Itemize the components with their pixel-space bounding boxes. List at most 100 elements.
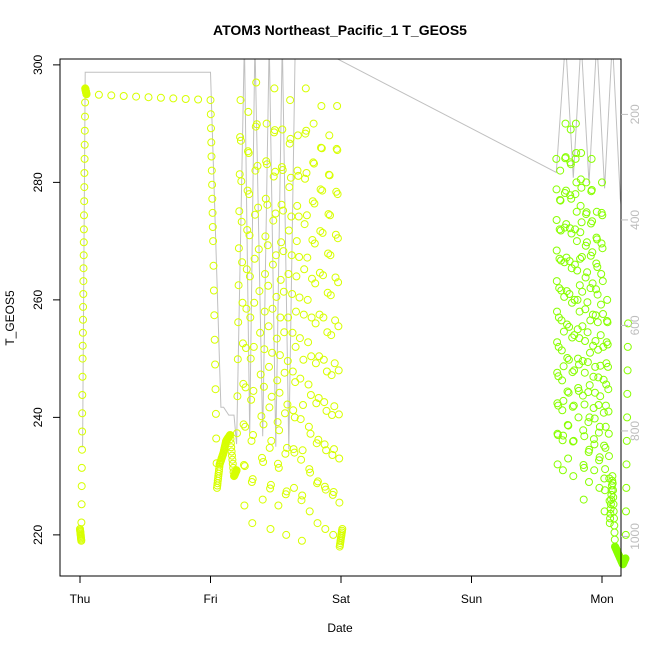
data-point — [244, 107, 253, 116]
data-point — [569, 401, 578, 410]
data-point — [334, 322, 343, 331]
data-point — [289, 406, 298, 415]
data-point — [304, 380, 313, 389]
data-point — [261, 232, 270, 241]
data-point — [326, 251, 335, 260]
data-point — [80, 183, 89, 192]
data-point — [302, 126, 311, 135]
data-point — [558, 466, 567, 475]
data-point — [334, 278, 343, 287]
x-tick-label: Mon — [590, 592, 613, 606]
data-point — [288, 290, 297, 298]
data-point — [331, 316, 340, 325]
data-point — [580, 400, 589, 409]
data-point — [245, 231, 254, 240]
data-point — [257, 412, 266, 421]
data-point — [591, 362, 600, 371]
data-point — [586, 348, 594, 357]
data-point — [578, 322, 587, 331]
data-point — [282, 530, 291, 539]
data-point — [119, 92, 128, 100]
data-point — [237, 217, 246, 226]
chart-title: ATOM3 Northeast_Pacific_1 T_GEOS5 — [213, 22, 467, 38]
data-point — [242, 344, 250, 352]
data-point — [237, 177, 246, 186]
data-point — [555, 225, 564, 234]
data-point — [591, 337, 600, 345]
data-point — [246, 354, 255, 363]
data-point — [552, 277, 561, 286]
data-point — [560, 223, 569, 232]
data-point — [599, 408, 608, 417]
data-point — [592, 285, 600, 294]
data-point — [598, 178, 606, 187]
data-point — [279, 287, 288, 296]
data-point — [580, 432, 589, 441]
data-point — [306, 468, 315, 477]
data-point — [181, 95, 190, 103]
data-point — [297, 536, 306, 545]
data-point — [81, 98, 90, 107]
data-point — [246, 313, 255, 322]
data-point — [292, 237, 301, 246]
data-point — [311, 279, 320, 288]
data-point — [606, 500, 615, 509]
data-point — [78, 341, 87, 350]
data-point — [284, 226, 293, 235]
data-point — [79, 238, 88, 247]
data-point — [564, 421, 573, 430]
data-point — [249, 342, 258, 351]
data-point — [206, 110, 215, 119]
data-point — [571, 154, 580, 163]
data-point — [585, 445, 594, 454]
data-point — [79, 315, 87, 324]
data-point — [194, 95, 203, 104]
data-point — [302, 169, 311, 177]
data-point — [278, 166, 287, 174]
data-point — [566, 191, 575, 200]
data-point — [232, 466, 241, 475]
x-tick-label: Sat — [332, 592, 351, 606]
data-point — [79, 277, 88, 286]
data-point — [238, 258, 247, 267]
data-point — [587, 186, 596, 194]
data-point — [592, 207, 601, 216]
data-point — [579, 426, 588, 435]
data-point — [553, 460, 562, 469]
data-point — [573, 266, 582, 275]
data-point — [251, 210, 259, 219]
data-point — [207, 152, 216, 161]
data-point — [565, 290, 574, 298]
data-point — [555, 254, 564, 263]
data-point — [273, 376, 282, 385]
data-point — [553, 368, 562, 377]
data-point — [582, 238, 591, 247]
data-point — [240, 461, 248, 469]
data-point — [559, 327, 568, 336]
y-axis-label: T_GEOS5 — [3, 290, 17, 346]
data-point — [593, 263, 602, 271]
data-point — [234, 244, 243, 253]
data-point — [79, 302, 88, 311]
data-point — [293, 201, 302, 210]
data-point — [314, 435, 323, 444]
data-point — [311, 359, 320, 368]
data-point — [565, 224, 574, 233]
data-point — [595, 456, 604, 465]
data-point — [588, 310, 597, 319]
data-point — [274, 501, 283, 510]
pressure-line-layer — [80, 59, 621, 450]
data-point — [581, 273, 590, 282]
data-point — [268, 348, 277, 357]
data-point — [278, 125, 287, 134]
data-point — [208, 180, 217, 189]
data-point — [586, 284, 595, 293]
data-point — [305, 507, 314, 516]
data-point — [324, 210, 333, 219]
y-axis-right: 200 400 600 800 1000 — [621, 104, 642, 550]
data-point — [557, 286, 566, 295]
data-point — [233, 392, 242, 401]
data-point — [327, 371, 336, 380]
data-point — [566, 125, 575, 134]
series-2 — [552, 119, 633, 569]
